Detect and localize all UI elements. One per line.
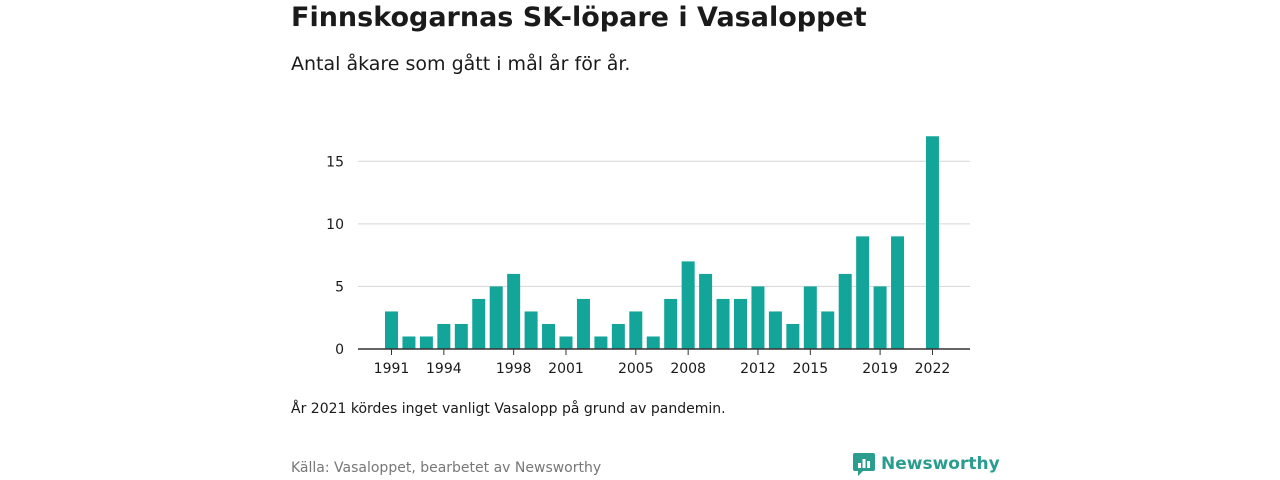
bar (716, 298, 730, 349)
x-tick-label: 2015 (792, 361, 828, 377)
bar (507, 273, 521, 349)
bar (629, 311, 643, 349)
x-tick-label: 2008 (670, 361, 706, 377)
chart-subtitle: Antal åkare som gått i mål år för år. (291, 53, 631, 75)
bar (611, 323, 625, 349)
bar (489, 286, 503, 349)
bar (419, 336, 433, 349)
bar (838, 273, 852, 349)
bar (524, 311, 538, 349)
source-text: Källa: Vasaloppet, bearbetet av Newswort… (291, 460, 602, 476)
bar (751, 286, 765, 349)
bar (681, 261, 695, 349)
x-tick-label: 2012 (740, 361, 776, 377)
y-tick-label: 0 (335, 342, 344, 358)
bar (768, 311, 782, 349)
bar (699, 273, 713, 349)
bar (472, 298, 486, 349)
bar (873, 286, 887, 349)
bar-chart: 0 5 10 15 1991 1994 1998 2001 2005 2008 2012 2015 2… (326, 136, 970, 377)
x-tick-label: 2022 (915, 361, 951, 377)
brand-name: Newsworthy (881, 454, 1000, 474)
grid-lines (358, 160, 970, 287)
x-tick-label: 1991 (374, 361, 410, 377)
brand-logo: Newsworthy (853, 452, 1000, 476)
y-tick-label: 5 (335, 279, 344, 295)
chart-title: Finnskogarnas SK-löpare i Vasaloppet (291, 2, 867, 33)
bar (559, 336, 573, 349)
x-tick-label: 2005 (618, 361, 654, 377)
bars (385, 136, 939, 349)
bar (646, 336, 660, 349)
x-axis-ticks: 1991 1994 1998 2001 2005 2008 2012 2015 2019 2022 (374, 349, 951, 377)
x-tick-label: 1994 (426, 361, 462, 377)
bar (925, 136, 939, 349)
chart-note: År 2021 kördes inget vanligt Vasalopp på… (291, 401, 726, 417)
bar (402, 336, 416, 349)
newsworthy-logo-icon (853, 453, 875, 476)
y-tick-label: 15 (326, 154, 344, 170)
bar (385, 311, 398, 349)
bar (891, 236, 905, 349)
y-axis-ticks: 0 5 10 15 (326, 154, 344, 358)
bar (664, 298, 678, 349)
bar (803, 286, 817, 349)
bar (437, 323, 451, 349)
bar (734, 298, 747, 349)
x-tick-label: 2001 (548, 361, 584, 377)
x-tick-label: 1998 (496, 361, 532, 377)
bar (856, 236, 870, 349)
bar (454, 323, 468, 349)
y-tick-label: 10 (326, 217, 344, 233)
bar (594, 336, 608, 349)
bar (786, 323, 800, 349)
bar (821, 311, 835, 349)
x-tick-label: 2019 (862, 361, 898, 377)
bar (542, 323, 556, 349)
bar (576, 298, 590, 349)
